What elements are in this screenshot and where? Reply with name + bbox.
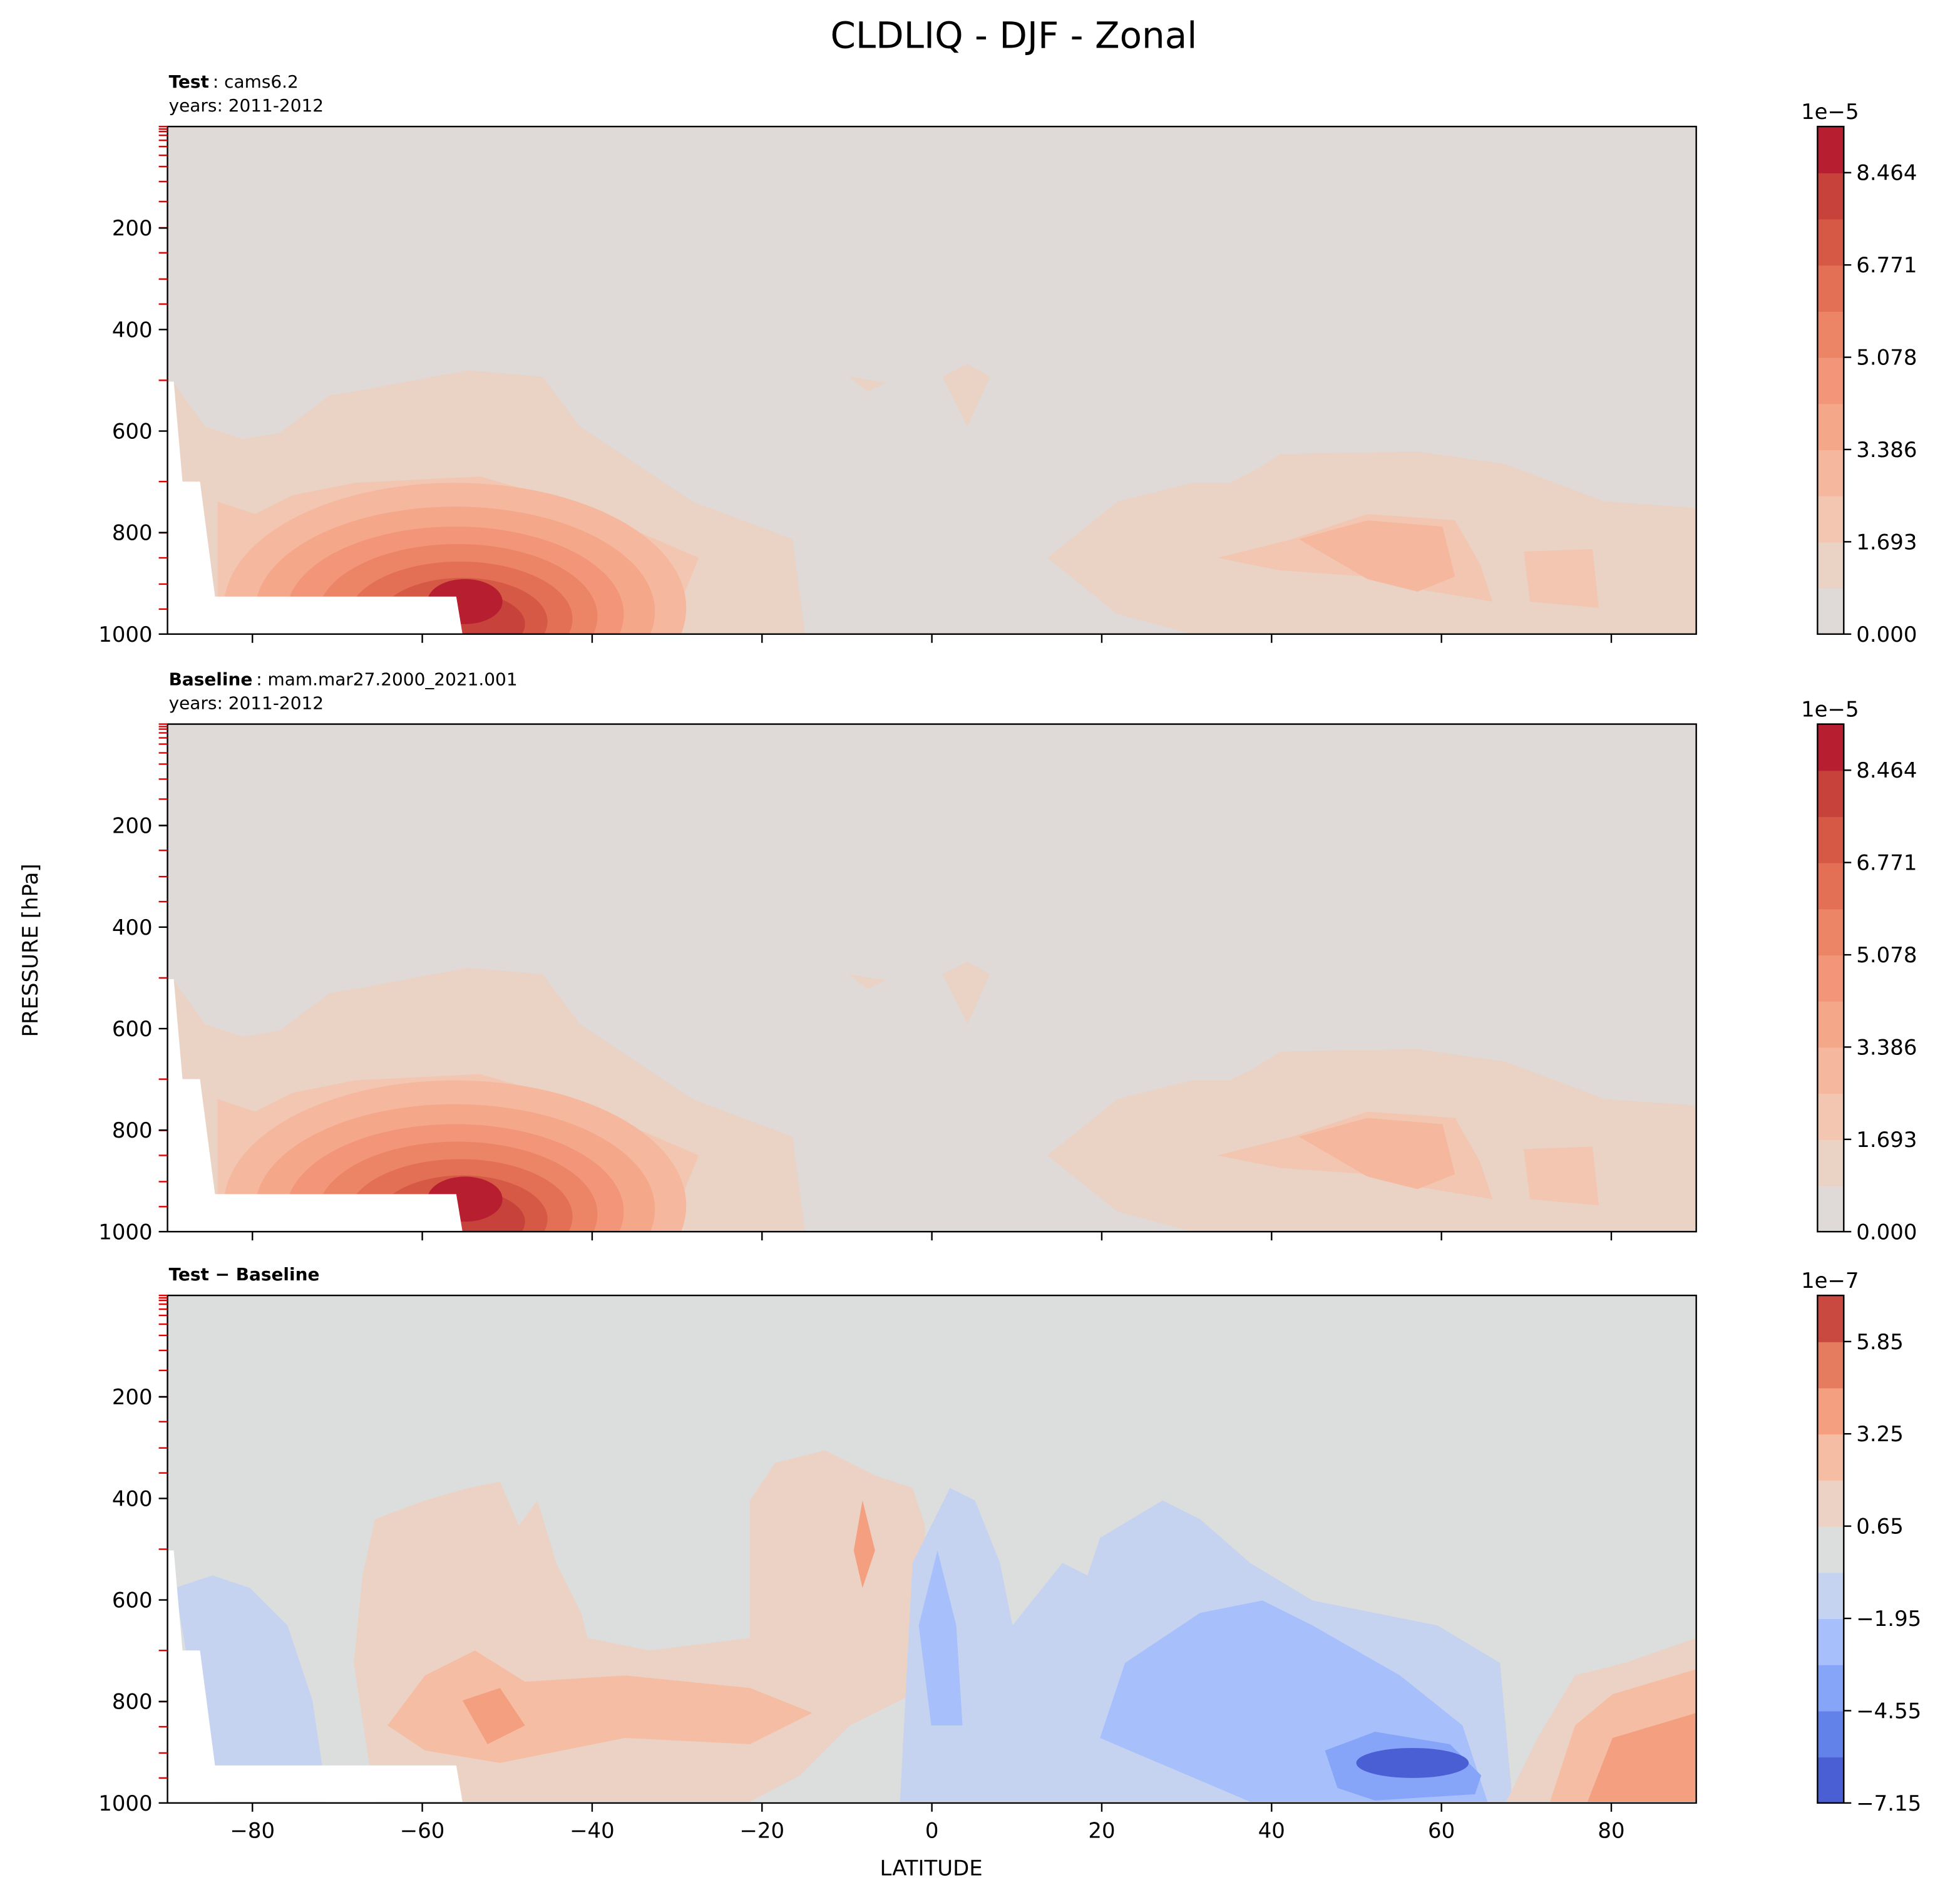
colorbar-band [1817,724,1844,771]
colorbar-tick-label: 6.771 [1856,253,1917,278]
y-tick-label: 200 [112,1385,153,1410]
y-tick-label: 600 [112,419,153,445]
x-tick-label: −60 [400,1819,445,1844]
colorbar-band [1817,357,1844,404]
colorbar-tick-label: 3.386 [1856,1035,1917,1060]
colorbar-band [1817,1710,1844,1758]
colorbar-band [1817,816,1844,863]
colorbar-band [1817,450,1844,496]
colorbar-tick-label: 3.25 [1856,1422,1904,1447]
colorbar-band [1817,908,1844,956]
colorbar-band [1817,403,1844,451]
colorbar-band [1817,1295,1844,1342]
colorbar-band [1817,1757,1844,1804]
colorbar-band [1817,495,1844,543]
panel-title-case: : mam.mar27.2000_2021.001 [256,669,517,690]
colorbar-band [1817,1185,1844,1233]
colorbar-band [1817,1664,1844,1712]
colorbar-offset: 1e−5 [1801,697,1859,722]
colorbar-band [1817,311,1844,358]
y-tick-label: 200 [112,216,153,241]
colorbar-band [1817,265,1844,312]
panel-subtitle: years: 2011-2012 [169,95,324,116]
y-axis-label: PRESSURE [hPa] [18,864,43,1037]
colorbar-tick-label: 8.464 [1856,758,1917,783]
figure-title: CLDLIQ - DJF - Zonal [831,14,1198,56]
colorbar-band [1817,1000,1844,1048]
y-tick-label: 400 [112,915,153,940]
colorbar-band [1817,126,1844,173]
panel-subtitle: years: 2011-2012 [169,693,324,714]
colorbar-band [1817,1572,1844,1620]
panel-title-case: : cams6.2 [213,71,299,92]
y-tick-label: 1000 [98,622,152,647]
colorbar-band [1817,955,1844,1002]
colorbar-band [1817,1093,1844,1140]
colorbar-tick-label: −1.95 [1856,1606,1921,1632]
y-tick-label: 400 [112,1486,153,1511]
colorbar-tick-label: −7.15 [1856,1791,1921,1816]
colorbar-band [1817,1526,1844,1573]
panel-title: Baseline: mam.mar27.2000_2021.001 [169,669,518,690]
panel-title: Test − Baseline [169,1264,320,1285]
colorbar-tick-label: −4.55 [1856,1699,1921,1724]
y-tick-label: 400 [112,317,153,342]
x-tick-label: 20 [1088,1819,1115,1844]
colorbar-offset: 1e−7 [1801,1268,1859,1293]
x-tick-label: −80 [230,1819,275,1844]
y-tick-label: 1000 [98,1220,152,1245]
colorbar-band [1817,542,1844,589]
colorbar-band [1817,1047,1844,1094]
y-tick-label: 200 [112,814,153,839]
y-tick-label: 600 [112,1017,153,1042]
colorbar-band [1817,1387,1844,1435]
colorbar-band [1817,1139,1844,1186]
colorbar-frame [1817,1294,1845,1804]
colorbar-tick-label: 5.85 [1856,1330,1904,1355]
y-tick-label: 600 [112,1588,153,1613]
y-tick-label: 800 [112,1690,153,1715]
colorbar-tick-label: 5.078 [1856,346,1917,371]
panel-title-label: Test − Baseline [169,1264,320,1285]
x-tick-label: −20 [739,1819,784,1844]
x-tick-label: 40 [1258,1819,1285,1844]
panel-title-label: Test [169,71,209,92]
colorbar-band [1817,1341,1844,1389]
colorbar-band [1817,588,1844,635]
colorbar-tick-label: 0.000 [1856,1220,1917,1245]
x-tick-label: 80 [1598,1819,1624,1844]
colorbar-tick-label: 6.771 [1856,851,1917,876]
colorbar-tick-label: 8.464 [1856,161,1917,186]
colorbar-tick-label: 1.693 [1856,530,1917,555]
colorbar-tick-label: 5.078 [1856,943,1917,968]
x-tick-label: −40 [570,1819,615,1844]
colorbar-band [1817,218,1844,266]
colorbar-tick-label: 0.000 [1856,622,1917,647]
contour-field [167,1295,1696,1802]
colorbar-frame [1817,723,1845,1233]
colorbar-frame [1817,125,1845,635]
x-axis-label: LATITUDE [880,1856,983,1881]
colorbar-band [1817,172,1844,220]
colorbar-band [1817,1434,1844,1481]
colorbar-band [1817,1479,1844,1527]
colorbar-band [1817,770,1844,817]
colorbar-offset: 1e−5 [1801,100,1859,125]
y-tick-label: 1000 [98,1791,152,1816]
x-tick-label: 60 [1428,1819,1455,1844]
colorbar-band [1817,862,1844,910]
panel-title-label: Baseline [169,669,253,690]
colorbar-tick-label: 1.693 [1856,1128,1917,1153]
colorbar-band [1817,1618,1844,1665]
panel-title: Test: cams6.2 [169,71,299,92]
x-tick-label: 0 [925,1819,939,1844]
colorbar-tick-label: 0.65 [1856,1514,1904,1540]
y-tick-label: 800 [112,1118,153,1143]
y-tick-label: 800 [112,521,153,546]
colorbar-tick-label: 3.386 [1856,438,1917,463]
